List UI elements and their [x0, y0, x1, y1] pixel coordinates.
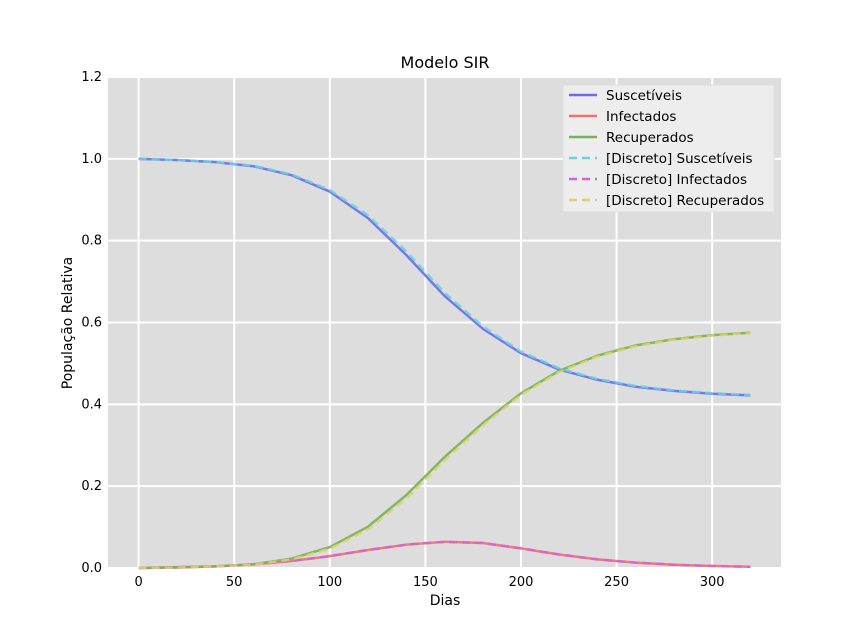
series-line-5 [138, 331, 751, 570]
y-axis-ticks: 0.0 0.2 0.4 0.6 0.8 1.0 1.2 [81, 70, 102, 576]
x-tick-label: 300 [700, 575, 725, 590]
x-tick-label: 150 [413, 575, 438, 590]
series-line-0 [138, 157, 751, 397]
x-tick-label: 50 [226, 575, 243, 590]
legend-box [562, 84, 775, 213]
series-line-4 [138, 540, 751, 570]
y-tick-label: 0.4 [81, 397, 102, 412]
chart-title: Modelo SIR [401, 53, 490, 72]
x-tick-label: 250 [604, 575, 629, 590]
y-tick-label: 0.2 [81, 479, 102, 494]
y-tick-label: 1.0 [81, 152, 102, 167]
legend-label-2: Recuperados [606, 130, 694, 146]
legend-label-4: [Discreto] Infectados [606, 172, 747, 188]
x-tick-label: 0 [134, 575, 142, 590]
y-tick-label: 1.2 [81, 70, 102, 85]
legend-label-1: Infectados [606, 109, 676, 125]
y-axis-label: População Relativa [60, 257, 76, 389]
x-tick-label: 200 [509, 575, 534, 590]
y-tick-label: 0.0 [81, 561, 102, 576]
legend-label-3: [Discreto] Suscetíveis [606, 151, 753, 167]
series-lines [138, 157, 751, 570]
legend-label-5: [Discreto] Recuperados [606, 193, 764, 209]
x-tick-label: 100 [317, 575, 342, 590]
x-axis-label: Dias [430, 593, 461, 609]
y-tick-label: 0.8 [81, 234, 102, 249]
x-axis-ticks: 0 50 100 150 200 250 300 [134, 575, 724, 590]
grid-lines [108, 76, 781, 569]
y-tick-label: 0.6 [81, 316, 102, 331]
legend-label-0: Suscetíveis [606, 88, 682, 104]
legend: Suscetíveis Infectados Recuperados [Discret… [562, 84, 775, 213]
